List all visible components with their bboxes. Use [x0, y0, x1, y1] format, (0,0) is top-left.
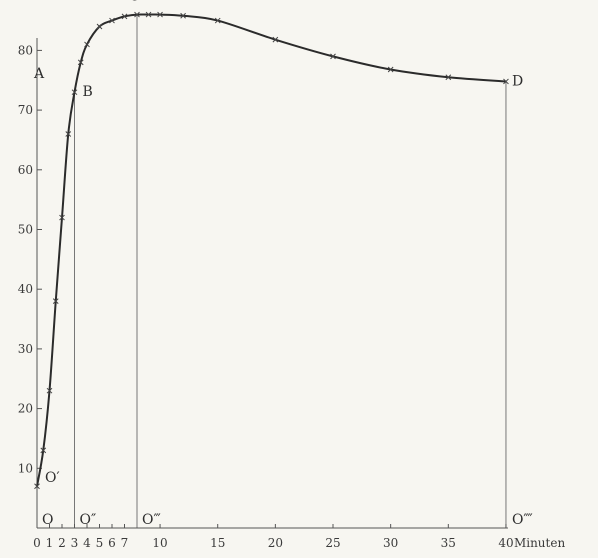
- data-point-marker: [71, 89, 78, 96]
- point-label: O″: [80, 512, 97, 528]
- point-label: C: [129, 0, 140, 5]
- x-tick-label: 15: [210, 536, 225, 550]
- y-tick-label: 80: [18, 43, 33, 57]
- x-tick-label: 10: [152, 536, 167, 550]
- point-label: O‴: [142, 512, 161, 528]
- x-tick-label: 6: [108, 536, 116, 550]
- point-label: D: [512, 73, 523, 89]
- y-tick-label: 50: [18, 223, 33, 237]
- data-point-marker: [52, 298, 59, 304]
- x-tick-label: 30: [383, 536, 398, 550]
- y-tick-label: 10: [18, 461, 33, 475]
- point-label: B: [83, 84, 93, 100]
- x-tick-label: 3: [71, 536, 79, 550]
- data-point-marker: [96, 23, 103, 30]
- data-series: [34, 11, 509, 490]
- data-point-marker: [59, 214, 65, 221]
- data-point-marker: [145, 11, 152, 18]
- x-tick-label: 25: [325, 536, 340, 550]
- point-label: A: [33, 66, 45, 82]
- data-point-marker: [34, 483, 40, 490]
- point-label: O′: [45, 470, 60, 486]
- data-point-marker: [40, 447, 47, 454]
- data-point-marker: [109, 17, 115, 24]
- y-tick-label: 30: [18, 342, 33, 356]
- x-tick-label: 40: [498, 536, 513, 550]
- y-tick-label: 70: [18, 103, 33, 117]
- x-tick-label: 35: [441, 536, 456, 550]
- data-point-marker: [121, 13, 128, 20]
- data-point-marker: [134, 11, 140, 18]
- x-tick-label: 2: [58, 536, 66, 550]
- data-point-marker: [503, 78, 509, 85]
- data-point-marker: [65, 131, 72, 137]
- point-label: O⁗: [512, 512, 533, 528]
- y-tick-label: 60: [18, 163, 33, 177]
- temperature-curve: [36, 13, 507, 487]
- x-tick-label: 4: [83, 536, 91, 550]
- data-point-marker: [272, 36, 279, 43]
- data-point-marker: [214, 17, 221, 24]
- x-tick-label: 5: [96, 536, 104, 550]
- data-point-marker: [77, 59, 84, 66]
- data-point-marker: [445, 74, 452, 81]
- axes: [36, 38, 508, 529]
- x-tick-label: 20: [268, 536, 283, 550]
- data-point-marker: [46, 387, 53, 394]
- data-point-marker: [84, 41, 90, 48]
- data-point-marker: [387, 66, 394, 73]
- data-point-marker: [330, 53, 336, 60]
- x-axis-label: Minuten: [514, 536, 566, 550]
- y-tick-label: 40: [18, 282, 33, 296]
- x-tick-label: 0: [33, 536, 41, 550]
- data-point-marker: [180, 12, 186, 19]
- point-label: O: [42, 512, 53, 528]
- y-tick-label: 20: [18, 402, 33, 416]
- reference-lines: [74, 14, 507, 528]
- data-point-marker: [157, 11, 163, 18]
- x-tick-label: 1: [46, 536, 54, 550]
- x-tick-label: 7: [121, 536, 129, 550]
